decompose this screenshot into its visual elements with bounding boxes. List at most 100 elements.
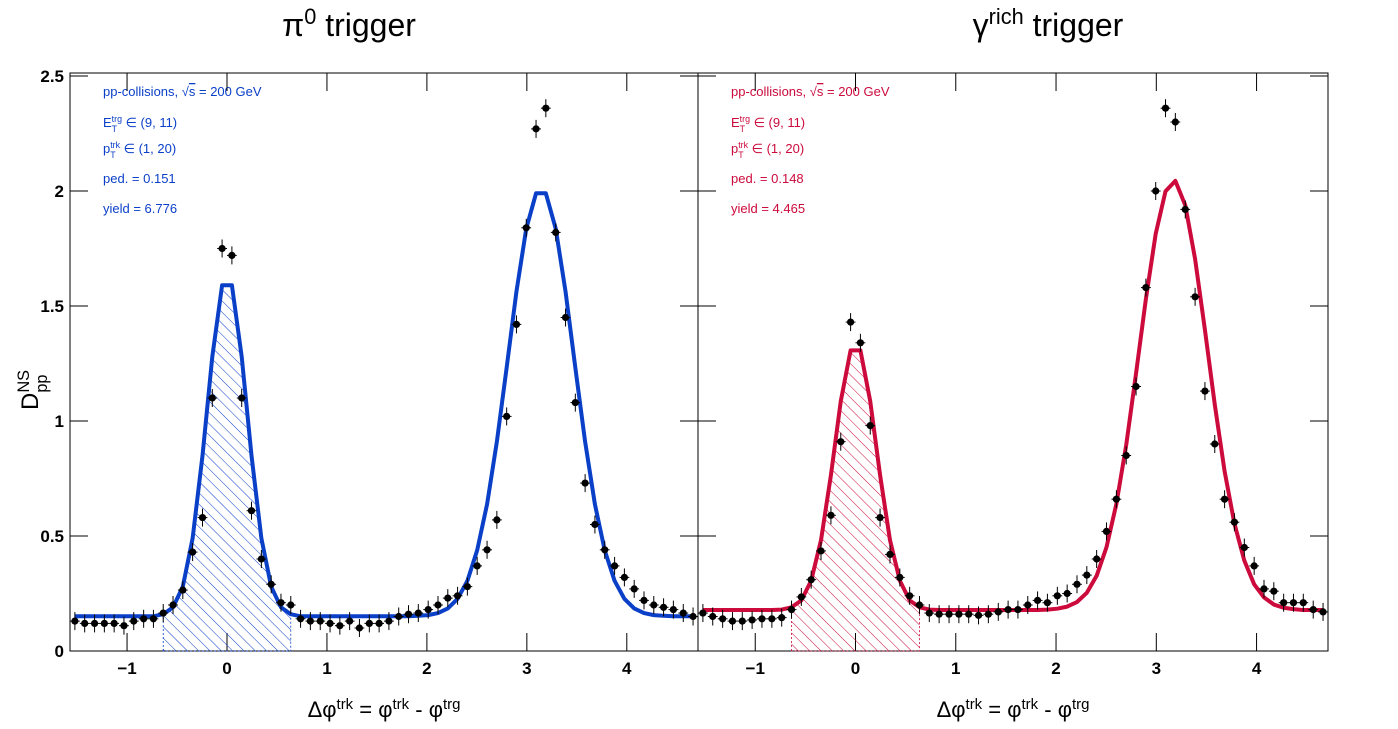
annotation: pp-collisions, √s = 200 GeV bbox=[103, 84, 262, 99]
text-part: T bbox=[112, 124, 118, 134]
data-point bbox=[1142, 283, 1150, 292]
data-point bbox=[581, 479, 589, 487]
annotation: yield = 4.465 bbox=[731, 201, 805, 216]
x-tick-label: 0 bbox=[222, 659, 231, 678]
data-point bbox=[395, 612, 403, 621]
data-point bbox=[296, 615, 305, 623]
text-part: D bbox=[17, 393, 44, 410]
x-tick-label: 3 bbox=[1152, 659, 1161, 678]
text-part: ∈ (1, 20) bbox=[748, 141, 804, 156]
data-point bbox=[453, 592, 462, 600]
data-point bbox=[247, 507, 256, 515]
annotation: pTtrk ∈ (1, 20) bbox=[103, 140, 176, 160]
data-point bbox=[228, 251, 236, 259]
data-point bbox=[414, 609, 422, 617]
data-point bbox=[719, 615, 727, 623]
text-part: - φ bbox=[409, 697, 443, 722]
data-point bbox=[1024, 601, 1032, 609]
data-point bbox=[1053, 592, 1061, 600]
data-point bbox=[424, 605, 432, 614]
data-point bbox=[807, 576, 815, 584]
data-point bbox=[846, 318, 855, 326]
data-point bbox=[444, 594, 452, 602]
y-tick-label: 1.5 bbox=[40, 297, 64, 316]
annotation: pp-collisions, √s = 200 GeV bbox=[731, 84, 890, 99]
annotation: ETtrg ∈ (9, 11) bbox=[731, 114, 805, 134]
text-part: = φ bbox=[353, 697, 392, 722]
data-point bbox=[316, 617, 324, 625]
x-axis-label: Δφtrk = φtrk - φtrg bbox=[308, 696, 461, 723]
data-point bbox=[522, 224, 530, 232]
data-point bbox=[257, 555, 265, 563]
data-point bbox=[542, 104, 550, 112]
text-part: yield = 4.465 bbox=[731, 201, 805, 216]
annotation: ETtrg ∈ (9, 11) bbox=[103, 114, 177, 134]
data-point bbox=[326, 619, 334, 627]
text-part: - φ bbox=[1038, 697, 1072, 722]
data-point bbox=[81, 619, 89, 627]
x-tick-label: 0 bbox=[851, 659, 860, 678]
text-part: s bbox=[817, 84, 824, 99]
data-point bbox=[355, 624, 364, 632]
x-tick-label: −1 bbox=[746, 659, 765, 678]
data-point bbox=[434, 601, 442, 609]
data-point bbox=[837, 438, 845, 446]
data-point bbox=[169, 601, 177, 609]
data-point bbox=[984, 610, 992, 618]
data-point bbox=[306, 617, 314, 625]
text-part: yield = 6.776 bbox=[103, 201, 177, 216]
x-tick-label: 1 bbox=[322, 659, 331, 678]
data-point bbox=[208, 394, 216, 402]
text-part: = φ bbox=[982, 697, 1021, 722]
data-point bbox=[71, 617, 79, 625]
y-tick-label: 2 bbox=[55, 182, 64, 201]
data-point bbox=[611, 562, 619, 570]
data-point bbox=[1250, 562, 1258, 570]
y-tick-label: 0.5 bbox=[40, 527, 64, 546]
data-point bbox=[1280, 599, 1288, 607]
text-part: pp bbox=[33, 375, 51, 393]
data-point bbox=[385, 617, 393, 625]
data-point bbox=[856, 339, 865, 347]
data-point bbox=[591, 520, 599, 529]
text-part: pp-collisions, √ bbox=[731, 84, 818, 99]
data-point bbox=[758, 615, 766, 623]
data-point bbox=[1299, 599, 1307, 607]
data-point bbox=[1093, 555, 1101, 563]
y-axis-label: DppNS bbox=[15, 370, 51, 410]
data-point bbox=[1033, 596, 1042, 604]
data-point bbox=[375, 619, 383, 627]
data-point bbox=[709, 612, 717, 621]
y-tick-label: 2.5 bbox=[40, 67, 64, 86]
data-point bbox=[778, 614, 786, 622]
data-point bbox=[149, 615, 158, 623]
data-point bbox=[1211, 440, 1219, 448]
text-part: trg bbox=[740, 114, 750, 124]
data-point bbox=[100, 619, 108, 627]
x-axis-label: Δφtrk = φtrk - φtrg bbox=[937, 696, 1090, 723]
data-point bbox=[277, 599, 285, 607]
data-point bbox=[130, 617, 138, 625]
data-point bbox=[620, 573, 628, 581]
data-point bbox=[945, 610, 953, 618]
data-point bbox=[601, 546, 609, 554]
data-point bbox=[1230, 518, 1239, 526]
text-part: p bbox=[103, 141, 110, 156]
text-part: trg bbox=[443, 696, 460, 713]
text-part: trk bbox=[966, 696, 983, 713]
data-point bbox=[1112, 495, 1120, 503]
text-part: NS bbox=[15, 370, 33, 393]
x-tick-label: 2 bbox=[1051, 659, 1060, 678]
text-part: trg bbox=[112, 114, 122, 124]
text-part: ped. = 0.148 bbox=[731, 171, 804, 186]
data-point bbox=[365, 619, 373, 627]
text-part: trk bbox=[393, 696, 410, 713]
data-point bbox=[1240, 543, 1248, 552]
data-point bbox=[1122, 451, 1130, 460]
data-point bbox=[404, 610, 413, 618]
annotation: ped. = 0.148 bbox=[731, 171, 804, 186]
x-tick-label: 1 bbox=[951, 659, 960, 678]
data-point bbox=[768, 615, 776, 623]
data-point bbox=[640, 596, 648, 604]
data-point bbox=[1289, 599, 1298, 607]
